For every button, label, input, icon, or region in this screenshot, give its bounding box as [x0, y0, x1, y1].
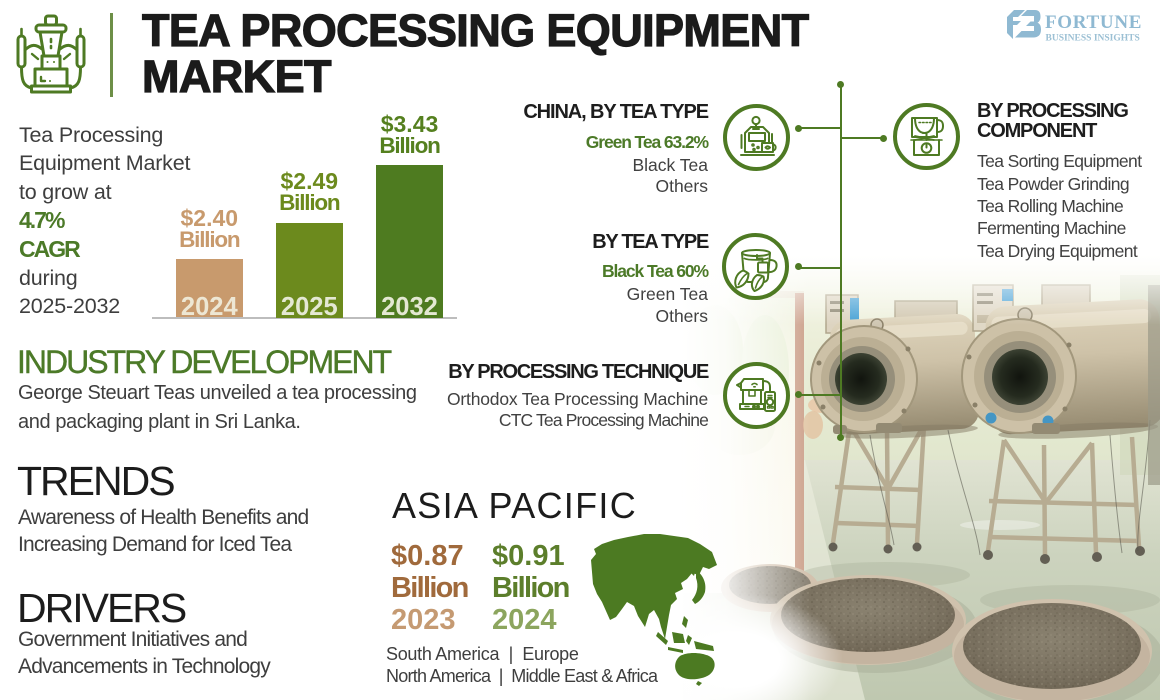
svg-text:BUSINESS INSIGHTS: BUSINESS INSIGHTS [1046, 34, 1140, 44]
svg-text:FORTUNE: FORTUNE [1045, 12, 1142, 33]
